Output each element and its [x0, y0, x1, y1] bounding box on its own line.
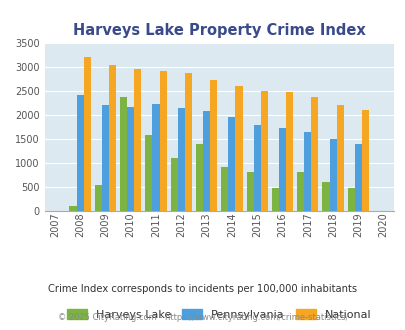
Bar — [159, 71, 166, 211]
Bar — [235, 86, 242, 211]
Bar — [145, 135, 152, 211]
Bar — [134, 69, 141, 211]
Bar — [336, 105, 343, 211]
Bar — [69, 206, 77, 211]
Bar — [120, 97, 127, 211]
Text: Crime Index corresponds to incidents per 100,000 inhabitants: Crime Index corresponds to incidents per… — [48, 284, 357, 294]
Bar — [170, 158, 177, 211]
Bar — [271, 188, 278, 211]
Bar — [152, 104, 159, 211]
Bar — [177, 108, 184, 211]
Bar — [109, 65, 116, 211]
Bar — [184, 73, 192, 211]
Bar — [246, 172, 253, 211]
Bar — [296, 172, 303, 211]
Bar — [102, 105, 109, 211]
Bar — [196, 144, 202, 211]
Bar — [311, 97, 318, 211]
Bar — [361, 110, 368, 211]
Bar — [303, 132, 311, 211]
Text: © 2025 CityRating.com - https://www.cityrating.com/crime-statistics/: © 2025 CityRating.com - https://www.city… — [58, 313, 347, 322]
Bar — [228, 117, 235, 211]
Bar — [329, 139, 336, 211]
Title: Harveys Lake Property Crime Index: Harveys Lake Property Crime Index — [72, 22, 365, 38]
Bar — [260, 91, 267, 211]
Bar — [94, 185, 102, 211]
Bar — [83, 57, 90, 211]
Bar — [210, 80, 217, 211]
Bar — [253, 125, 260, 211]
Bar — [77, 95, 83, 211]
Bar — [354, 144, 361, 211]
Bar — [221, 167, 228, 211]
Bar — [286, 92, 292, 211]
Bar — [347, 188, 354, 211]
Bar — [322, 182, 329, 211]
Bar — [127, 107, 134, 211]
Bar — [202, 112, 210, 211]
Bar — [278, 128, 286, 211]
Legend: Harveys Lake, Pennsylvania, National: Harveys Lake, Pennsylvania, National — [62, 304, 375, 324]
